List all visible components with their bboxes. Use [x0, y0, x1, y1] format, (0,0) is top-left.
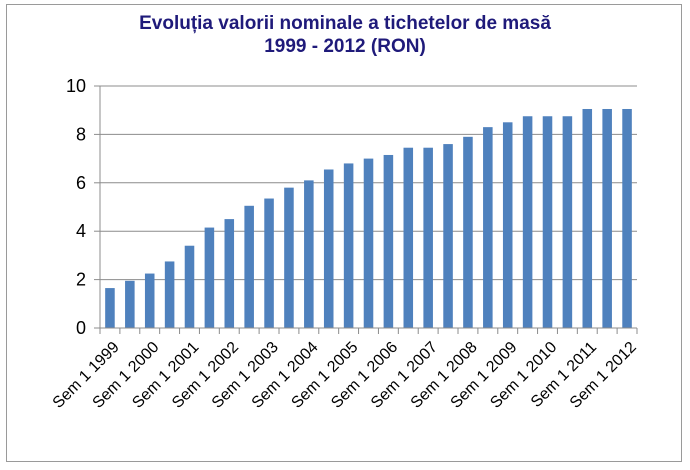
bar [582, 108, 593, 329]
bar [144, 273, 155, 328]
bar [284, 187, 294, 328]
bar [363, 158, 374, 328]
bar [443, 144, 453, 328]
bar [383, 154, 394, 328]
bar [105, 288, 115, 328]
bars [105, 108, 632, 329]
bar [562, 116, 573, 328]
bar [463, 136, 473, 328]
chart-title-block: Evoluția valorii nominale a tichetelor d… [0, 12, 690, 58]
chart-subtitle: 1999 - 2012 (RON) [264, 36, 426, 57]
y-axis-ticks: 0 2 4 6 8 10 [66, 76, 100, 338]
bar [403, 147, 414, 328]
y-tick-label: 2 [76, 270, 86, 290]
bar [483, 127, 493, 328]
bar [343, 163, 354, 328]
bar [264, 198, 274, 328]
bar [224, 219, 235, 328]
bar [244, 205, 254, 328]
y-tick-label: 8 [76, 124, 86, 144]
bar [502, 122, 513, 328]
bar [602, 108, 612, 329]
bar [184, 245, 195, 328]
bar [204, 227, 215, 328]
bar [125, 280, 135, 328]
y-tick-label: 10 [66, 76, 86, 96]
y-tick-label: 6 [76, 173, 86, 193]
bar [522, 116, 533, 328]
y-tick-label: 4 [76, 221, 86, 241]
bar [622, 108, 632, 329]
bar [423, 147, 433, 328]
bar [323, 169, 334, 328]
bar [542, 116, 553, 328]
bar [304, 180, 314, 328]
bar [164, 261, 175, 328]
y-tick-label: 0 [76, 318, 86, 338]
chart-title: Evoluția valorii nominale a tichetelor d… [139, 13, 551, 34]
